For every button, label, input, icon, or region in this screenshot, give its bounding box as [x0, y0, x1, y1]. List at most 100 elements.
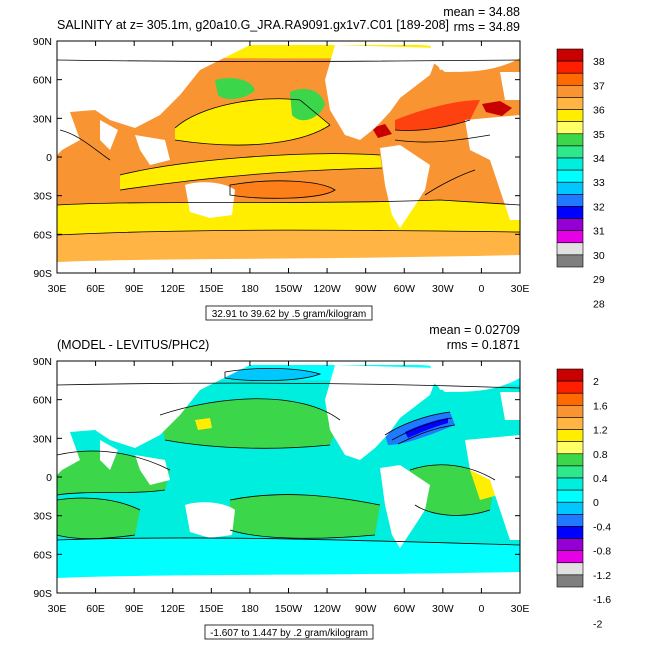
difference-contour-10 [414, 504, 491, 516]
salinity-xtick-label-9: 60W [393, 283, 415, 295]
salinity-okhotsk-low [215, 78, 255, 100]
land-australia [185, 182, 235, 218]
salinity-colorbar-swatch-0 [556, 48, 584, 62]
salinity-mean: mean = 34.88 [443, 5, 520, 19]
salinity-contour-8 [394, 119, 471, 131]
difference-contours [57, 367, 520, 546]
land-southeast-asia [135, 135, 170, 165]
difference-colorbar-swatch-9 [556, 477, 584, 491]
land-north-america-2 [325, 365, 440, 460]
salinity-colorbar-label-5: 33 [593, 177, 605, 189]
difference-land [57, 361, 520, 593]
difference-colorbar-label-0: 2 [593, 376, 599, 388]
salinity-xtick-label-12: 30E [511, 283, 530, 295]
salinity-xtick-label-1: 60E [86, 283, 105, 295]
salinity-xtick-label-3: 120E [160, 283, 185, 295]
salinity-colorbar-swatch-13 [556, 206, 584, 219]
difference-colorbar-swatch-12 [556, 514, 584, 527]
salinity-north-atlantic-high [395, 100, 480, 131]
difference-colorbar-swatch-7 [556, 453, 584, 467]
difference-gulf-stream-core [405, 418, 448, 438]
salinity-xtick-label-2: 90E [125, 283, 144, 295]
difference-xtick-label-2: 90E [125, 603, 144, 615]
salinity-xtick-label-6: 150W [275, 283, 303, 295]
difference-colorbar-label-1: 1.6 [593, 400, 608, 412]
difference-southern-cyan [57, 537, 520, 578]
difference-colorbar-swatch-0 [556, 368, 584, 382]
salinity-axes: 30E 60E 90E 120E 150E 180 150W 120W 90W 60W 30W 0 30… [33, 36, 530, 295]
salinity-xtick-label-8: 90W [355, 283, 377, 295]
difference-ytick-label-3: 0 [46, 472, 52, 484]
salinity-contour-6 [174, 124, 331, 146]
difference-ytick-label-2: 30N [33, 433, 52, 445]
land-greenland [430, 45, 470, 70]
land-south-america [380, 145, 430, 228]
difference-colorbar-swatch-17 [556, 574, 584, 588]
salinity-contour-12 [424, 169, 476, 196]
difference-xtick-label-12: 30E [511, 603, 530, 615]
salinity-colorbar-swatch-2 [556, 72, 584, 86]
salinity-contour-5 [174, 98, 331, 129]
salinity-contour-2 [119, 167, 383, 191]
salinity-contour-1 [119, 153, 381, 176]
salinity-ytick-label-4: 30S [33, 191, 52, 203]
salinity-map [57, 41, 520, 273]
salinity-colorbar-label-10: 28 [593, 298, 605, 310]
difference-colorbar-label-2: 1.2 [593, 425, 608, 437]
salinity-mediterranean-high [482, 101, 512, 116]
difference-range-label: -1.607 to 1.447 by .2 gram/kilogram [210, 628, 368, 639]
difference-xtick-label-10: 30W [432, 603, 454, 615]
land-southeast-asia-2 [135, 455, 170, 485]
difference-xtick-label-3: 120E [160, 603, 185, 615]
difference-ytick-label-5: 60S [33, 549, 52, 561]
difference-contour-7 [229, 494, 381, 506]
salinity-colorbar-swatch-9 [556, 157, 584, 171]
difference-ytick-label-4: 30S [33, 511, 52, 523]
difference-contour-13 [384, 411, 451, 436]
land-europe [500, 72, 520, 100]
salinity-ytick-label-3: 0 [46, 152, 52, 164]
salinity-colorbar-swatch-16 [556, 242, 584, 256]
salinity-equatorial-pacific-band [120, 153, 382, 190]
salinity-ytick-label-6: 90S [33, 268, 52, 280]
difference-contour-11 [57, 537, 520, 546]
difference-colorbar: 2 1.6 1.2 0.8 0.4 0 -0.4 -0.8 -1.2 -1.6 -2 [556, 368, 611, 630]
difference-xtick-label-9: 60W [393, 603, 415, 615]
land-africa-2 [57, 432, 520, 540]
land-greenland-2 [430, 365, 470, 390]
difference-colorbar-swatch-15 [556, 550, 584, 564]
salinity-colorbar-label-8: 30 [593, 250, 605, 262]
land-europe-2 [500, 392, 520, 420]
salinity-xtick-label-0: 30E [48, 283, 67, 295]
salinity-contour-7 [229, 180, 336, 199]
salinity-xtick-label-11: 0 [478, 283, 484, 295]
salinity-colorbar-swatch-1 [556, 60, 584, 74]
difference-colorbar-swatch-3 [556, 405, 584, 418]
salinity-colorbar-swatch-12 [556, 194, 584, 207]
salinity-contour-10 [57, 59, 520, 62]
land-africa [57, 112, 520, 220]
difference-rms: rms = 0.1871 [447, 338, 520, 352]
salinity-colorbar-swatch-11 [556, 181, 584, 195]
salinity-colorbar-swatch-10 [556, 169, 584, 183]
difference-colorbar-swatch-6 [556, 441, 584, 455]
difference-map [57, 361, 520, 593]
difference-xtick-label-1: 60E [86, 603, 105, 615]
salinity-colorbar-swatch-8 [556, 145, 584, 159]
salinity-colorbar-label-0: 38 [593, 56, 605, 68]
land-antarctica-2 [57, 572, 520, 593]
difference-contour-4 [57, 489, 166, 496]
salinity-rms: rms = 34.89 [454, 20, 520, 34]
difference-colorbar-swatch-1 [556, 380, 584, 394]
salinity-xtick-label-10: 30W [432, 283, 454, 295]
salinity-colorbar-swatch-3 [556, 85, 584, 98]
salinity-panel: 30E 60E 90E 120E 150E 180 150W 120W 90W 60W 30W 0 30… [33, 5, 605, 321]
land-eurasia [57, 41, 520, 128]
salinity-gulf-high [372, 124, 392, 138]
salinity-contour-4 [57, 229, 520, 236]
difference-colorbar-swatch-13 [556, 526, 584, 539]
difference-xtick-label-0: 30E [48, 603, 67, 615]
difference-contour-5 [57, 497, 141, 511]
difference-colorbar-label-4: 0.4 [593, 473, 608, 485]
